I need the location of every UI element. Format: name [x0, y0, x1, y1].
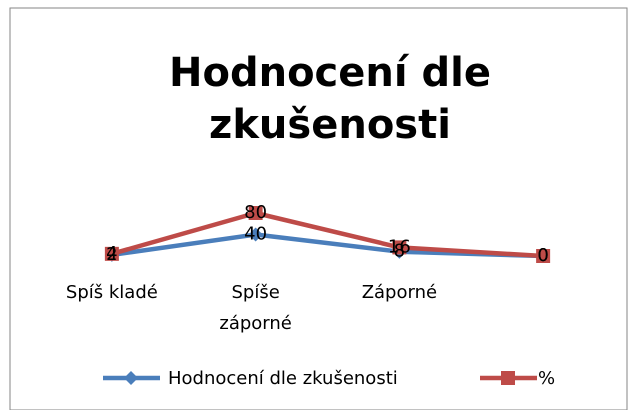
data-label: 40	[244, 224, 267, 245]
chart-border	[9, 7, 628, 410]
data-label: 2	[106, 244, 117, 265]
legend-label: %	[538, 368, 555, 389]
data-point	[248, 206, 263, 220]
legend-marker	[501, 371, 515, 385]
x-tick-label: Spíše záporné	[219, 282, 291, 334]
series-line	[111, 210, 544, 259]
data-label: 16	[388, 236, 411, 257]
legend-label: Hodnocení dle zkušenosti	[168, 368, 398, 389]
data-point	[536, 249, 551, 263]
data-label: 80	[244, 202, 267, 223]
data-label: 8	[394, 241, 405, 262]
x-tick-label: Spíš kladé	[66, 282, 158, 303]
data-label: 0	[537, 245, 548, 266]
chart-title: Hodnocení dle zkušenosti	[169, 50, 491, 148]
legend-marker	[124, 371, 138, 385]
data-point	[248, 227, 263, 242]
data-label: 4	[106, 243, 117, 264]
data-point	[392, 240, 407, 255]
data-label: 0	[537, 245, 548, 266]
data-point	[104, 246, 119, 261]
x-tick-label: Záporné	[362, 282, 437, 303]
